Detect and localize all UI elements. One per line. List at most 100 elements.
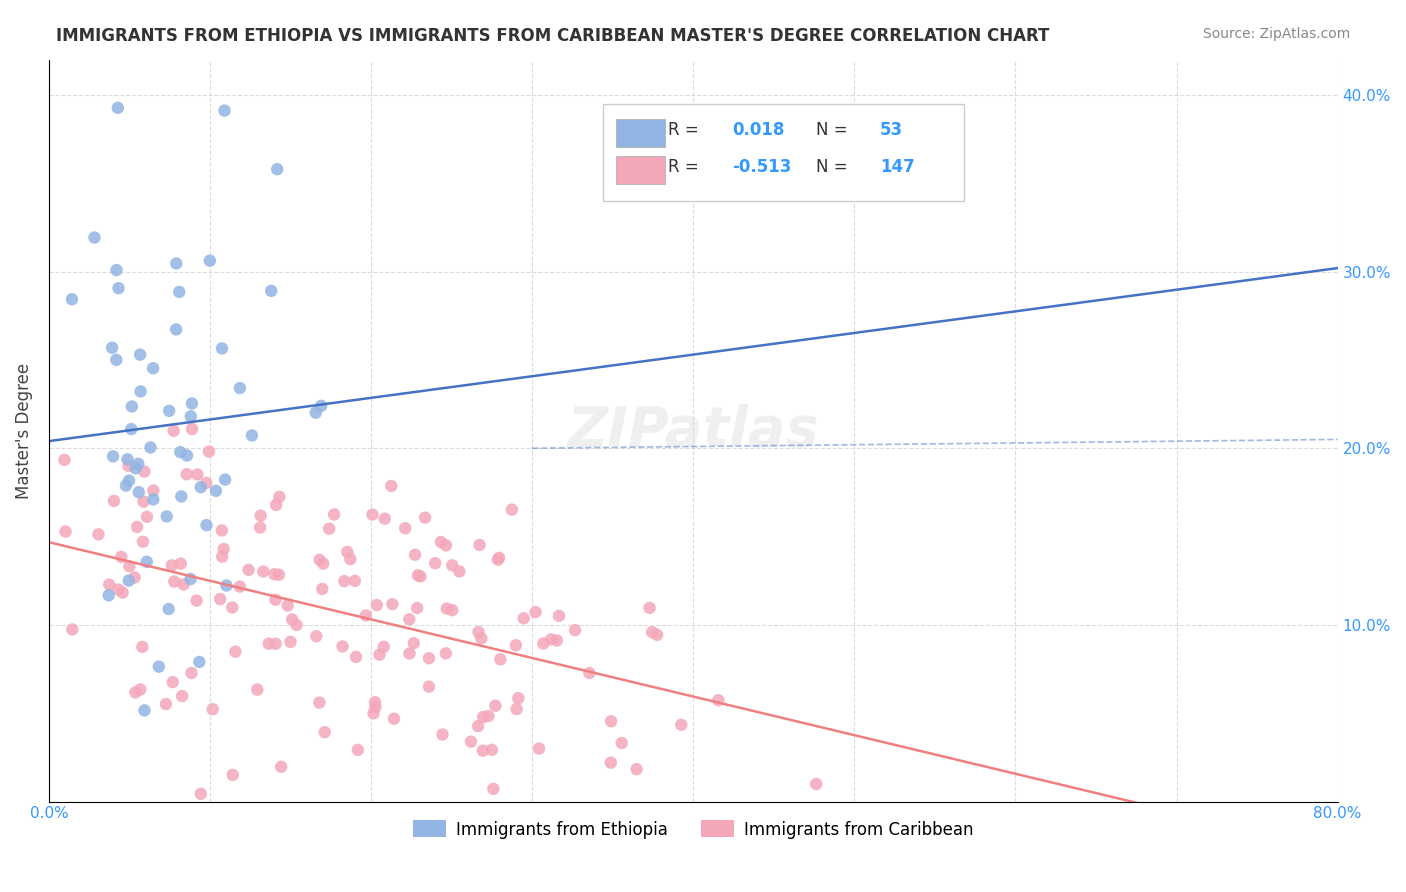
Y-axis label: Master's Degree: Master's Degree — [15, 362, 32, 499]
Point — [142, 483, 165, 498]
Point — [263, 567, 285, 582]
Point — [308, 696, 330, 710]
Point — [311, 582, 333, 596]
Point — [118, 474, 141, 488]
Point — [472, 710, 495, 724]
Point — [418, 651, 440, 665]
Text: 0.018: 0.018 — [733, 121, 785, 139]
Point — [195, 475, 218, 490]
Point — [333, 574, 356, 588]
Point — [266, 162, 288, 177]
Point — [98, 577, 121, 591]
FancyBboxPatch shape — [603, 104, 965, 201]
Point — [505, 638, 527, 652]
Point — [312, 557, 335, 571]
Point — [180, 665, 202, 680]
Point — [117, 452, 139, 467]
Point — [238, 563, 260, 577]
Point — [332, 640, 354, 654]
Point — [402, 636, 425, 650]
Point — [394, 521, 416, 535]
Point — [172, 689, 194, 703]
Point — [305, 629, 328, 643]
Point — [139, 441, 162, 455]
Point — [305, 406, 328, 420]
Point — [195, 518, 218, 533]
Point — [804, 777, 827, 791]
Point — [163, 574, 186, 589]
Point — [482, 781, 505, 796]
Point — [198, 253, 221, 268]
Point — [425, 556, 447, 570]
Point — [107, 582, 129, 597]
Text: 53: 53 — [880, 121, 903, 139]
Point — [308, 553, 330, 567]
Point — [441, 603, 464, 617]
Point — [277, 599, 299, 613]
Point — [117, 458, 139, 473]
Point — [167, 285, 190, 299]
Point — [318, 522, 340, 536]
Text: 147: 147 — [880, 158, 915, 177]
Point — [129, 348, 152, 362]
Point — [470, 632, 492, 646]
Point — [481, 743, 503, 757]
Point — [246, 682, 269, 697]
Point — [181, 422, 204, 436]
Point — [264, 592, 287, 607]
Point — [134, 703, 156, 717]
Point — [264, 498, 287, 512]
Point — [120, 422, 142, 436]
Legend: Immigrants from Ethiopia, Immigrants from Caribbean: Immigrants from Ethiopia, Immigrants fro… — [406, 814, 980, 846]
Point — [176, 449, 198, 463]
Point — [374, 512, 396, 526]
Point — [398, 647, 420, 661]
Point — [471, 744, 494, 758]
Point — [418, 680, 440, 694]
Point — [404, 548, 426, 562]
Point — [97, 588, 120, 602]
Point — [314, 725, 336, 739]
Point — [638, 600, 661, 615]
Point — [101, 450, 124, 464]
Text: -0.513: -0.513 — [733, 158, 792, 177]
Text: ZIPatlas: ZIPatlas — [568, 403, 820, 458]
Point — [240, 428, 263, 442]
Point — [413, 510, 436, 524]
Point — [467, 719, 489, 733]
Point — [118, 574, 141, 588]
Point — [60, 292, 83, 306]
Point — [707, 693, 730, 707]
Point — [430, 535, 453, 549]
Point — [142, 361, 165, 376]
Point — [134, 465, 156, 479]
Point — [160, 558, 183, 573]
Point — [260, 284, 283, 298]
Point — [460, 734, 482, 748]
Point — [224, 645, 246, 659]
Point — [267, 567, 290, 582]
Point — [366, 598, 388, 612]
Point — [432, 727, 454, 741]
Point — [211, 342, 233, 356]
Point — [136, 509, 159, 524]
Point — [127, 520, 149, 534]
Point — [270, 760, 292, 774]
Text: R =: R = — [668, 121, 699, 139]
Point — [364, 695, 387, 709]
Point — [600, 714, 623, 729]
Point — [285, 618, 308, 632]
Point — [53, 453, 76, 467]
Point — [249, 508, 271, 523]
Point — [486, 553, 509, 567]
Point — [190, 480, 212, 494]
Point — [101, 341, 124, 355]
Point — [180, 396, 202, 410]
Point — [343, 574, 366, 588]
Point — [477, 709, 499, 723]
Point — [269, 490, 291, 504]
Point — [512, 611, 534, 625]
Point — [169, 445, 191, 459]
Text: IMMIGRANTS FROM ETHIOPIA VS IMMIGRANTS FROM CARIBBEAN MASTER'S DEGREE CORRELATIO: IMMIGRANTS FROM ETHIOPIA VS IMMIGRANTS F… — [56, 27, 1050, 45]
Point — [155, 697, 177, 711]
